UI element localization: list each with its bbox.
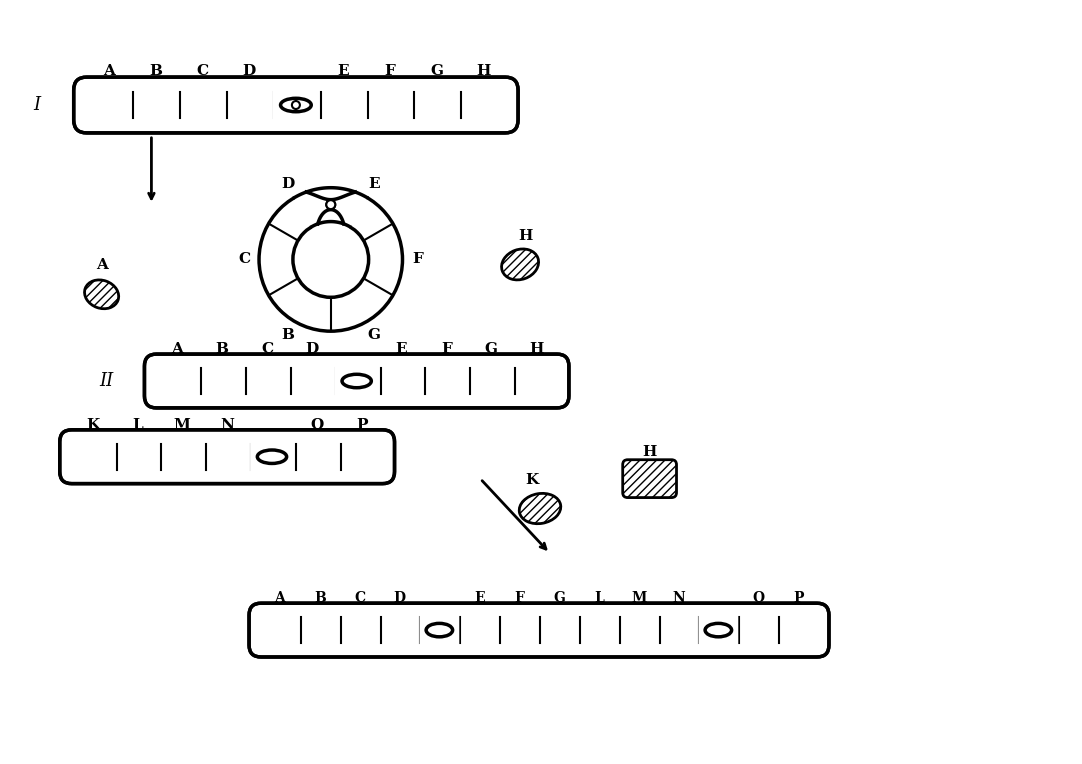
Text: F: F bbox=[514, 591, 524, 605]
FancyBboxPatch shape bbox=[249, 604, 829, 657]
Text: G: G bbox=[368, 328, 381, 342]
FancyBboxPatch shape bbox=[273, 88, 319, 122]
FancyBboxPatch shape bbox=[69, 440, 116, 474]
Text: F: F bbox=[384, 64, 395, 78]
Text: N: N bbox=[672, 591, 685, 605]
Text: G: G bbox=[553, 591, 565, 605]
Text: B: B bbox=[149, 64, 162, 78]
Ellipse shape bbox=[342, 374, 371, 387]
Text: L: L bbox=[594, 591, 604, 605]
Text: I: I bbox=[34, 96, 40, 114]
Text: P: P bbox=[793, 591, 803, 605]
Ellipse shape bbox=[705, 623, 731, 637]
Text: D: D bbox=[394, 591, 406, 605]
Text: E: E bbox=[474, 591, 485, 605]
FancyBboxPatch shape bbox=[623, 460, 676, 497]
Polygon shape bbox=[294, 186, 368, 228]
Ellipse shape bbox=[84, 280, 119, 309]
Text: C: C bbox=[238, 252, 250, 267]
Text: H: H bbox=[518, 228, 532, 242]
Text: K: K bbox=[526, 473, 539, 487]
Ellipse shape bbox=[426, 623, 452, 637]
Text: E: E bbox=[368, 177, 380, 191]
Text: M: M bbox=[631, 591, 646, 605]
Text: C: C bbox=[261, 342, 273, 356]
Text: P: P bbox=[356, 418, 368, 432]
Text: G: G bbox=[430, 64, 443, 78]
Text: H: H bbox=[529, 342, 543, 356]
FancyBboxPatch shape bbox=[698, 613, 738, 647]
Text: A: A bbox=[275, 591, 286, 605]
FancyBboxPatch shape bbox=[74, 77, 518, 133]
Text: E: E bbox=[396, 342, 407, 356]
Text: H: H bbox=[643, 445, 657, 458]
Text: A: A bbox=[103, 64, 115, 78]
FancyBboxPatch shape bbox=[459, 88, 507, 122]
Text: E: E bbox=[337, 64, 348, 78]
Text: B: B bbox=[215, 342, 228, 356]
FancyBboxPatch shape bbox=[84, 88, 132, 122]
Text: F: F bbox=[440, 342, 452, 356]
Text: H: H bbox=[476, 64, 490, 78]
Text: M: M bbox=[174, 418, 190, 432]
Text: C: C bbox=[354, 591, 366, 605]
FancyBboxPatch shape bbox=[60, 430, 395, 484]
Circle shape bbox=[259, 188, 403, 331]
Text: D: D bbox=[242, 64, 255, 78]
Ellipse shape bbox=[258, 450, 287, 464]
FancyBboxPatch shape bbox=[513, 364, 559, 398]
Circle shape bbox=[292, 101, 300, 109]
Text: F: F bbox=[412, 252, 423, 267]
Ellipse shape bbox=[280, 99, 312, 112]
Text: O: O bbox=[752, 591, 764, 605]
Ellipse shape bbox=[519, 494, 560, 523]
FancyBboxPatch shape bbox=[145, 354, 569, 408]
Text: K: K bbox=[85, 418, 100, 432]
Text: B: B bbox=[281, 328, 294, 342]
Text: A: A bbox=[95, 258, 107, 273]
FancyBboxPatch shape bbox=[420, 613, 459, 647]
Text: D: D bbox=[281, 177, 294, 191]
Ellipse shape bbox=[502, 249, 539, 280]
Text: N: N bbox=[221, 418, 234, 432]
Text: C: C bbox=[196, 64, 209, 78]
Text: O: O bbox=[311, 418, 324, 432]
Text: G: G bbox=[485, 342, 498, 356]
Circle shape bbox=[327, 200, 335, 209]
Text: A: A bbox=[171, 342, 183, 356]
Text: II: II bbox=[100, 372, 114, 390]
Circle shape bbox=[327, 200, 335, 209]
FancyBboxPatch shape bbox=[250, 440, 294, 474]
FancyBboxPatch shape bbox=[334, 364, 379, 398]
Text: D: D bbox=[305, 342, 318, 356]
Text: B: B bbox=[314, 591, 326, 605]
Circle shape bbox=[293, 222, 369, 297]
Text: L: L bbox=[132, 418, 143, 432]
